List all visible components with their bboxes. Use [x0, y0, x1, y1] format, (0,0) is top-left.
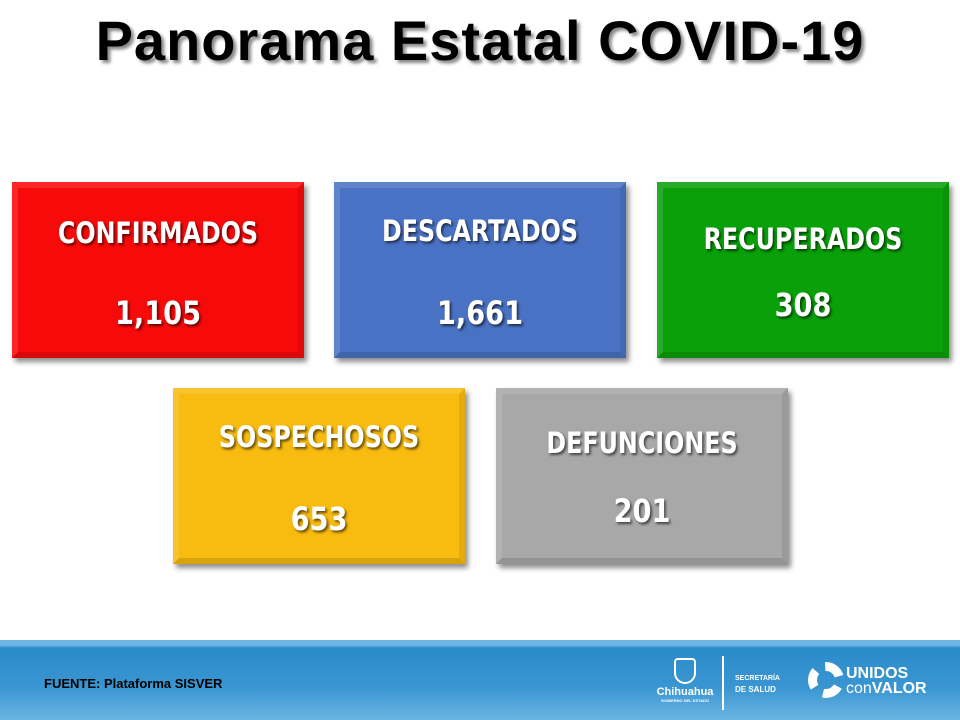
card-label: RECUPERADOS: [703, 222, 903, 256]
source-note: FUENTE: Plataforma SISVER: [44, 676, 223, 691]
card-label: CONFIRMADOS: [57, 216, 259, 250]
card-label: DEFUNCIONES: [546, 426, 738, 460]
card-value: 1,661: [436, 294, 524, 332]
page-title: Panorama Estatal COVID-19: [95, 9, 865, 72]
chihuahua-logo: Chihuahua GOBIERNO DEL ESTADO: [655, 658, 715, 703]
card-descartados: DESCARTADOS 1,661: [334, 182, 626, 358]
card-confirmados: CONFIRMADOS 1,105: [12, 182, 304, 358]
card-value: 308: [774, 286, 832, 324]
card-value: 201: [613, 492, 671, 530]
footer-band: [0, 640, 960, 720]
divider: [722, 656, 724, 710]
card-value: 653: [290, 500, 348, 538]
card-recuperados: RECUPERADOS 308: [657, 182, 949, 358]
ring-icon: [808, 662, 844, 698]
card-label: DESCARTADOS: [381, 214, 579, 248]
card-value: 1,105: [114, 294, 202, 332]
card-defunciones: DEFUNCIONES 201: [496, 388, 788, 564]
card-sospechosos: SOSPECHOSOS 653: [173, 388, 465, 564]
shield-icon: [674, 658, 696, 684]
card-label: SOSPECHOSOS: [218, 420, 420, 454]
secretaria-salud-logo: SECRETARÍA DE SALUD: [735, 675, 780, 694]
